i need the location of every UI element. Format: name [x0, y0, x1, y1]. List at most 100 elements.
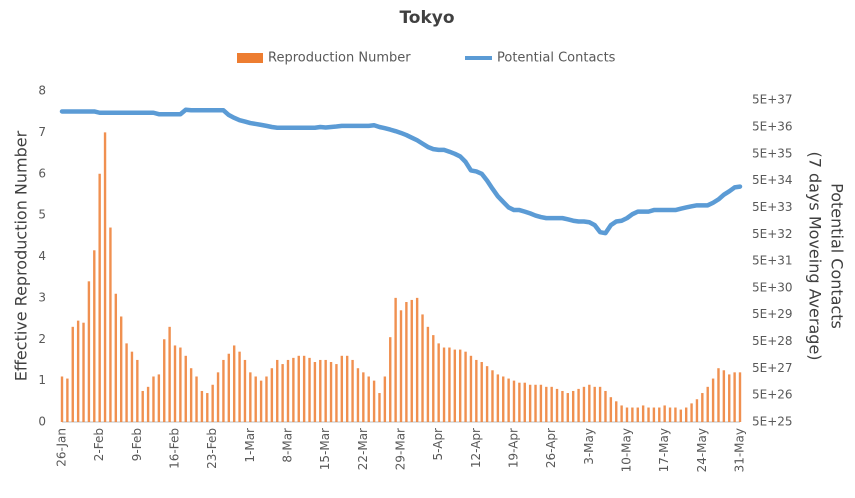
bar — [652, 407, 656, 422]
bar — [448, 347, 451, 422]
bar — [136, 359, 139, 422]
y2-tick-label: 5E+37 — [752, 93, 793, 107]
bar — [631, 407, 634, 422]
y2-tick-label: 5E+25 — [752, 415, 793, 429]
bar — [276, 359, 279, 422]
bar — [292, 357, 295, 422]
bar — [512, 380, 516, 422]
x-tick-label: 5-Apr — [431, 428, 445, 461]
bar — [647, 407, 650, 422]
bar — [432, 335, 435, 422]
bar — [281, 364, 284, 422]
bar — [372, 380, 376, 422]
bar — [216, 372, 220, 422]
bar — [701, 393, 704, 422]
y-axis-title: Effective Reproduction Number — [12, 130, 31, 381]
x-tick-label: 10-May — [620, 428, 634, 472]
bar — [351, 359, 354, 422]
bar — [475, 359, 478, 422]
bar — [383, 376, 387, 422]
y2-tick-label: 5E+36 — [752, 120, 793, 134]
bar — [485, 366, 489, 422]
x-tick-label: 22-Mar — [356, 428, 370, 470]
bar — [173, 345, 177, 422]
bar — [152, 376, 155, 422]
bar — [706, 386, 709, 422]
bar — [168, 326, 171, 422]
bar — [76, 320, 80, 422]
bar — [179, 347, 182, 422]
bar — [109, 227, 112, 422]
x-tick-label: 3-May — [582, 428, 596, 465]
bar — [130, 351, 134, 422]
bar — [146, 386, 150, 422]
x-tick-label: 24-May — [695, 428, 709, 472]
bar — [410, 299, 413, 422]
bar — [663, 405, 666, 422]
bar — [641, 405, 645, 422]
bar — [394, 297, 397, 422]
chart-title: Tokyo — [399, 8, 454, 28]
bar — [571, 390, 575, 422]
bar — [577, 388, 580, 422]
bar — [389, 337, 392, 422]
bar — [249, 372, 252, 422]
bar — [491, 370, 494, 422]
y2-axis-title: Potential Contacts — [828, 183, 847, 329]
x-tick-label: 9-Feb — [130, 428, 144, 461]
bar — [227, 353, 231, 422]
bar — [464, 351, 467, 422]
bar — [555, 388, 559, 422]
bar — [302, 355, 306, 422]
bar — [458, 349, 462, 422]
bar — [722, 370, 726, 422]
bar — [405, 302, 408, 422]
bar — [98, 173, 101, 422]
bar — [469, 355, 473, 422]
y2-tick-label: 5E+33 — [752, 200, 793, 214]
x-tick-label: 17-May — [657, 428, 671, 472]
x-tick-label: 19-Apr — [507, 428, 521, 468]
y-tick-label: 5 — [38, 208, 46, 222]
bar — [496, 374, 500, 422]
bar — [335, 364, 338, 422]
bar — [356, 368, 360, 422]
bar — [163, 339, 166, 422]
x-tick-label: 15-Mar — [318, 428, 332, 470]
x-tick-label: 31-May — [733, 428, 747, 472]
bar — [319, 359, 322, 422]
y-tick-label: 1 — [38, 373, 46, 387]
bar — [93, 250, 96, 422]
bar — [480, 362, 483, 422]
x-tick-label: 26-Jan — [55, 428, 69, 467]
bar — [340, 355, 344, 422]
bar — [625, 407, 629, 422]
legend-label: Reproduction Number — [268, 51, 411, 66]
y2-tick-label: 5E+35 — [752, 146, 793, 160]
bar — [125, 343, 128, 422]
bar — [324, 359, 327, 422]
bar — [286, 359, 290, 422]
bar — [615, 401, 618, 422]
bar — [598, 386, 602, 422]
bar — [60, 376, 64, 422]
bar — [582, 386, 586, 422]
bar — [507, 378, 510, 422]
bar — [566, 393, 570, 422]
bar — [609, 397, 613, 422]
bar — [421, 314, 424, 422]
y2-tick-label: 5E+27 — [752, 361, 793, 375]
bar — [728, 374, 731, 422]
bar — [620, 405, 623, 422]
bar — [114, 293, 118, 422]
x-tick-label: 29-Mar — [394, 428, 408, 470]
bar — [71, 326, 74, 422]
x-tick-label: 26-Apr — [544, 428, 558, 468]
y2-tick-label: 5E+32 — [752, 227, 793, 241]
bar — [539, 384, 543, 422]
bar — [561, 390, 564, 422]
y2-tick-label: 5E+30 — [752, 280, 793, 294]
bar — [265, 376, 268, 422]
bar — [313, 362, 317, 422]
y2-axis-title: (7 days Moveing Average) — [806, 151, 825, 360]
